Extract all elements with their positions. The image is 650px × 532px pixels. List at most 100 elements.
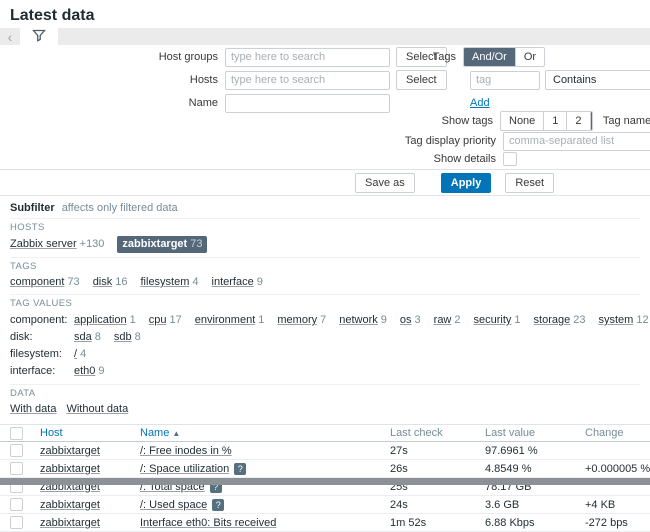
host-groups-select-button[interactable]: Select	[396, 47, 447, 67]
tag-value-items: application 1 cpu 17 environment 1 memory 7 netw…	[74, 313, 649, 328]
subfilter-item-link[interactable]: memory	[277, 314, 318, 326]
filter-form: Host groups Select Hosts Select Name Tag…	[0, 45, 650, 169]
subfilter-item-count: 1	[258, 314, 265, 326]
tags-operator-option-and-or[interactable]: And/Or	[464, 48, 516, 66]
apply-button[interactable]: Apply	[440, 172, 492, 193]
subfilter-item: system 12	[599, 313, 649, 328]
host-link[interactable]: zabbixtarget	[40, 444, 100, 457]
subfilter-item-link[interactable]: component	[10, 276, 65, 288]
subfilter-item-link[interactable]: network	[339, 314, 378, 326]
select-all-checkbox[interactable]	[10, 426, 23, 440]
column-header-host[interactable]: Host	[40, 424, 140, 442]
subfilter-group-hosts: HOSTS Zabbix server +130 zabbixtarget 73	[10, 218, 640, 257]
tab-filter[interactable]	[20, 28, 58, 45]
subfilter-item-link[interactable]: /	[74, 348, 78, 360]
subfilter-item-link[interactable]: sdb	[113, 331, 132, 343]
subfilter-item-link[interactable]: disk	[92, 276, 113, 288]
filter-footer-divider	[0, 169, 650, 170]
subfilter-item-count: 9	[380, 314, 387, 326]
show-details-label: Show details	[433, 153, 496, 165]
show-tags-option-1[interactable]: 1	[544, 112, 568, 130]
subfilter-item: sdb 8	[114, 330, 141, 345]
subfilter-item-link[interactable]: filesystem	[140, 276, 190, 288]
horizontal-scrollbar[interactable]	[0, 478, 650, 485]
tag-value-items: sda 8 sdb 8	[74, 330, 141, 345]
subfilter-item: component 73	[10, 275, 80, 290]
tags-operator-option-or[interactable]: Or	[523, 51, 537, 63]
name-input[interactable]	[225, 93, 390, 113]
hosts-input[interactable]	[225, 70, 390, 90]
last-check-value: 1m 52s	[390, 513, 485, 532]
last-check-value: 26s	[390, 459, 485, 478]
tag-value-items: eth0 9	[74, 364, 105, 379]
subfilter-item-link[interactable]: storage	[533, 314, 571, 326]
show-tags-option-3[interactable]: 3	[590, 112, 592, 130]
subfilter-item-count: 23	[573, 314, 586, 326]
subfilter-item-link[interactable]: system	[598, 314, 634, 326]
row-checkbox[interactable]	[10, 444, 23, 457]
subfilter-item: application 1	[74, 313, 136, 328]
subfilter-item: cpu 17	[149, 313, 182, 328]
show-tags-option-none[interactable]: None	[501, 112, 545, 130]
host-link[interactable]: zabbixtarget	[40, 462, 100, 475]
reset-button[interactable]: Reset	[505, 172, 555, 193]
item-name-link[interactable]: /: Free inodes in %	[140, 444, 232, 457]
subfilter-item-link[interactable]: eth0	[74, 365, 96, 377]
tag-value-row: filesystem: /4	[10, 346, 640, 363]
hosts-select-button[interactable]: Select	[396, 70, 447, 90]
subfilter-item-link[interactable]: environment	[194, 314, 256, 326]
last-check-value: 27s	[390, 441, 485, 460]
subfilter-item-link[interactable]: application	[74, 314, 127, 326]
subfilter-subtitle: affects only filtered data	[61, 202, 178, 214]
host-link[interactable]: zabbixtarget	[40, 516, 100, 529]
column-header-link[interactable]: Name	[140, 427, 170, 439]
subfilter-item-link[interactable]: os	[399, 314, 412, 326]
subfilter-item-count: 17	[169, 314, 182, 326]
tag-value-name: filesystem:	[10, 348, 62, 360]
subfilter-item-link[interactable]: security	[473, 314, 512, 326]
subfilter-item-selected[interactable]: zabbixtarget 73	[117, 236, 208, 253]
item-name-link[interactable]: Interface eth0: Bits received	[140, 516, 277, 529]
subfilter-item-link[interactable]: sda	[74, 331, 92, 343]
column-header-name[interactable]: Name ▲	[140, 424, 390, 442]
item-name-link[interactable]: /: Used space	[140, 498, 208, 511]
tag-name-label: Tag name	[602, 115, 650, 127]
subfilter-item-count: +130	[79, 238, 105, 250]
subfilter-item-count: 8	[94, 331, 101, 343]
subfilter-section: Subfilter affects only filtered data HOS…	[0, 195, 650, 421]
subfilter-item: Zabbix server +130	[10, 237, 104, 252]
last-value: 97.6961 %	[485, 441, 585, 460]
subfilter-item-link[interactable]: Without data	[66, 403, 129, 415]
subfilter-hosts-heading: HOSTS	[10, 222, 45, 233]
tag-input[interactable]	[470, 70, 540, 90]
column-header-link[interactable]: Host	[40, 427, 63, 439]
subfilter-item-link[interactable]: raw	[433, 314, 452, 326]
host-groups-input[interactable]	[225, 47, 390, 67]
subfilter-item-link[interactable]: Zabbix server	[10, 238, 77, 250]
subfilter-item-count: 9	[256, 276, 263, 288]
add-tag-link[interactable]: Add	[470, 97, 490, 109]
subfilter-item-link[interactable]: interface	[211, 276, 254, 288]
show-details-checkbox[interactable]	[503, 152, 517, 166]
host-link[interactable]: zabbixtarget	[40, 498, 100, 511]
subfilter-data-heading: DATA	[10, 388, 36, 399]
show-tags-option-2[interactable]: 2	[567, 112, 591, 130]
subfilter-item-label: zabbixtarget	[122, 238, 188, 250]
tag-display-priority-input[interactable]	[503, 131, 650, 151]
show-tags-label: Show tags	[441, 115, 493, 127]
row-checkbox[interactable]	[10, 498, 23, 511]
last-value: 4.8549 %	[485, 459, 585, 478]
save-as-button[interactable]: Save as	[355, 172, 415, 193]
subfilter-item-link[interactable]: With data	[10, 403, 57, 415]
row-checkbox[interactable]	[10, 462, 23, 475]
name-label: Name	[188, 97, 218, 109]
collapse-chevron-left-icon[interactable]: ‹	[7, 28, 13, 45]
tag-match-select[interactable]: Contains	[545, 70, 650, 90]
host-groups-label: Host groups	[158, 51, 218, 63]
row-checkbox[interactable]	[10, 516, 23, 529]
subfilter-group-tags: TAGS component 73 disk 16 filesystem 4 interfa…	[10, 257, 640, 294]
item-info-icon[interactable]: ?	[234, 462, 247, 475]
item-info-icon[interactable]: ?	[212, 498, 225, 511]
subfilter-item-link[interactable]: cpu	[148, 314, 167, 326]
item-name-link[interactable]: /: Space utilization	[140, 462, 230, 475]
